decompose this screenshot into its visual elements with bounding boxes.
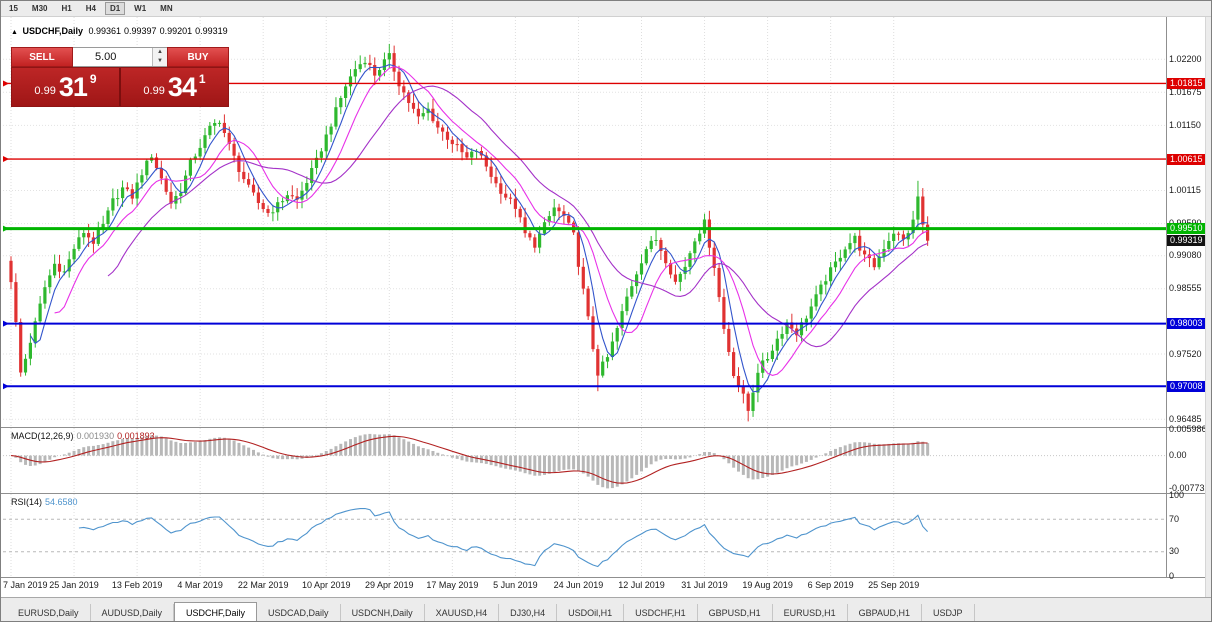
timeframe-d1[interactable]: D1: [104, 2, 126, 15]
macd-indicator-label: MACD(12,26,9) 0.001930 0.001893: [11, 431, 155, 441]
one-click-trading-panel: SELL 5.00 ▲ ▼ BUY 0.99 31 9 0.99 34 1: [11, 47, 229, 107]
collapse-trade-panel-icon[interactable]: ▲: [11, 29, 18, 36]
date-label: 25 Sep 2019: [868, 580, 920, 590]
timeframe-m30[interactable]: M30: [31, 4, 48, 13]
chart-title: ▲ USDCHF,Daily 0.99361 0.99397 0.99201 0.99…: [11, 26, 228, 36]
volume-value[interactable]: 5.00: [95, 51, 117, 63]
date-label: 29 Apr 2019: [365, 580, 414, 590]
rsi-axis-label: 0: [1169, 570, 1175, 581]
sell-price-sup: 9: [89, 72, 97, 86]
tab-audusd-daily[interactable]: AUDUSD,Daily: [91, 604, 175, 621]
tab-usdchf-h1[interactable]: USDCHF,H1: [624, 604, 698, 621]
volume-down-icon[interactable]: ▼: [157, 58, 163, 64]
price-axis-label: 0.99590: [1169, 218, 1202, 229]
price-axis-label: 0.99080: [1169, 250, 1202, 261]
date-label: 31 Jul 2019: [681, 580, 728, 590]
rsi-title: RSI(14): [11, 497, 43, 507]
buy-button[interactable]: BUY: [167, 47, 229, 67]
volume-spinner[interactable]: ▲ ▼: [152, 48, 167, 66]
sell-price-big: 31: [58, 71, 88, 102]
high-value: 0.99397: [124, 26, 157, 36]
support-lower-price-badge: 0.97008: [1167, 380, 1209, 392]
tab-eurusd-daily[interactable]: EURUSD,Daily: [7, 604, 91, 621]
chart-tab-bar: EURUSD,Daily AUDUSD,Daily USDCHF,Daily USDC…: [1, 597, 1211, 621]
rsi-axis-label: 100: [1169, 489, 1185, 500]
price-divider: [119, 68, 121, 106]
date-label: 7 Jan 2019: [3, 580, 48, 590]
date-label: 22 Mar 2019: [237, 580, 289, 590]
price-axis-label: 1.00115: [1169, 185, 1201, 196]
timeframe-h1[interactable]: H1: [61, 4, 72, 13]
low-value: 0.99201: [159, 26, 193, 36]
tab-usdchf-daily[interactable]: USDCHF,Daily: [174, 602, 258, 621]
date-label: 4 Mar 2019: [177, 580, 223, 590]
macd-title: MACD(12,26,9): [11, 431, 74, 441]
volume-up-icon[interactable]: ▲: [157, 49, 163, 55]
date-label: 12 Jul 2019: [618, 580, 665, 590]
sell-button[interactable]: SELL: [11, 47, 73, 67]
symbol-label: USDCHF,Daily: [22, 26, 83, 36]
tab-gbpaud-h1[interactable]: GBPAUD,H1: [848, 604, 923, 621]
date-label: 10 Apr 2019: [301, 580, 351, 590]
price-axis-label: 0.96485: [1169, 413, 1202, 424]
rsi-value: 54.6580: [45, 497, 78, 507]
timeframe-h4[interactable]: H4: [85, 4, 96, 13]
tab-usdoil-h1[interactable]: USDOil,H1: [557, 604, 625, 621]
sell-price-prefix: 0.99: [34, 85, 56, 97]
support-upper-price-badge: 0.98003: [1167, 318, 1209, 330]
close-value: 0.99319: [195, 26, 228, 36]
pivot-green-price-badge: 0.99510: [1167, 223, 1209, 235]
timeframe-w1[interactable]: W1: [134, 4, 147, 13]
macd-axis-label: -0.007732: [1169, 483, 1210, 494]
macd-main-value: 0.001930: [76, 431, 115, 441]
price-axis-label: 0.97520: [1169, 348, 1202, 359]
price-axis-label: 0.98555: [1169, 283, 1202, 294]
buy-price-sup: 1: [198, 72, 206, 86]
timeframe-mn[interactable]: MN: [160, 4, 173, 13]
buy-price-prefix: 0.99: [143, 85, 165, 97]
date-label: 24 Jun 2019: [553, 580, 604, 590]
date-label: 6 Sep 2019: [807, 580, 854, 590]
tab-usdcad-daily[interactable]: USDCAD,Daily: [257, 604, 341, 621]
resistance-lower-price-badge: 1.00615: [1167, 153, 1209, 165]
price-axis-label: 1.01675: [1169, 86, 1202, 97]
chart-canvas[interactable]: [1, 17, 1212, 597]
chart-area[interactable]: ▲ USDCHF,Daily 0.99361 0.99397 0.99201 0.99…: [1, 17, 1212, 597]
ohlc-values: 0.99361 0.99397 0.99201 0.99319: [85, 26, 227, 36]
date-label: 5 Jun 2019: [493, 580, 538, 590]
price-axis-label: 1.02200: [1169, 53, 1202, 64]
tab-usdcnh-daily[interactable]: USDCNH,Daily: [341, 604, 425, 621]
window-right-edge: [1205, 17, 1211, 597]
buy-price-big: 34: [167, 71, 197, 102]
current-price-badge: 0.99319: [1167, 235, 1209, 247]
sell-price-panel[interactable]: 0.99 31 9: [12, 68, 119, 106]
timeframe-toolbar: 15 M30 H1 H4 D1 W1 MN: [1, 1, 1211, 17]
price-axis-label: 1.01150: [1169, 119, 1201, 130]
buy-price-panel[interactable]: 0.99 34 1: [121, 68, 228, 106]
macd-axis-label: 0.00: [1169, 450, 1187, 461]
date-label: 17 May 2019: [426, 580, 479, 590]
rsi-indicator-label: RSI(14) 54.6580: [11, 497, 78, 507]
volume-field[interactable]: 5.00 ▲ ▼: [73, 47, 167, 67]
date-label: 19 Aug 2019: [742, 580, 793, 590]
tab-eurusd-h1[interactable]: EURUSD,H1: [773, 604, 848, 621]
timeframe-15[interactable]: 15: [9, 4, 18, 13]
open-value: 0.99361: [88, 26, 122, 36]
tab-dj30-h4[interactable]: DJ30,H4: [499, 604, 558, 621]
tab-gbpusd-h1[interactable]: GBPUSD,H1: [698, 604, 773, 621]
rsi-axis-label: 30: [1169, 546, 1180, 557]
tab-xauusd-h4[interactable]: XAUUSD,H4: [425, 604, 500, 621]
rsi-axis-label: 70: [1169, 513, 1180, 524]
date-label: 13 Feb 2019: [111, 580, 163, 590]
macd-axis-label: 0.005986: [1169, 424, 1207, 435]
resistance-upper-price-badge: 1.01815: [1167, 77, 1209, 89]
date-label: 25 Jan 2019: [49, 580, 99, 590]
macd-signal-value: 0.001893: [117, 431, 155, 441]
tab-usdjp[interactable]: USDJP: [922, 604, 975, 621]
